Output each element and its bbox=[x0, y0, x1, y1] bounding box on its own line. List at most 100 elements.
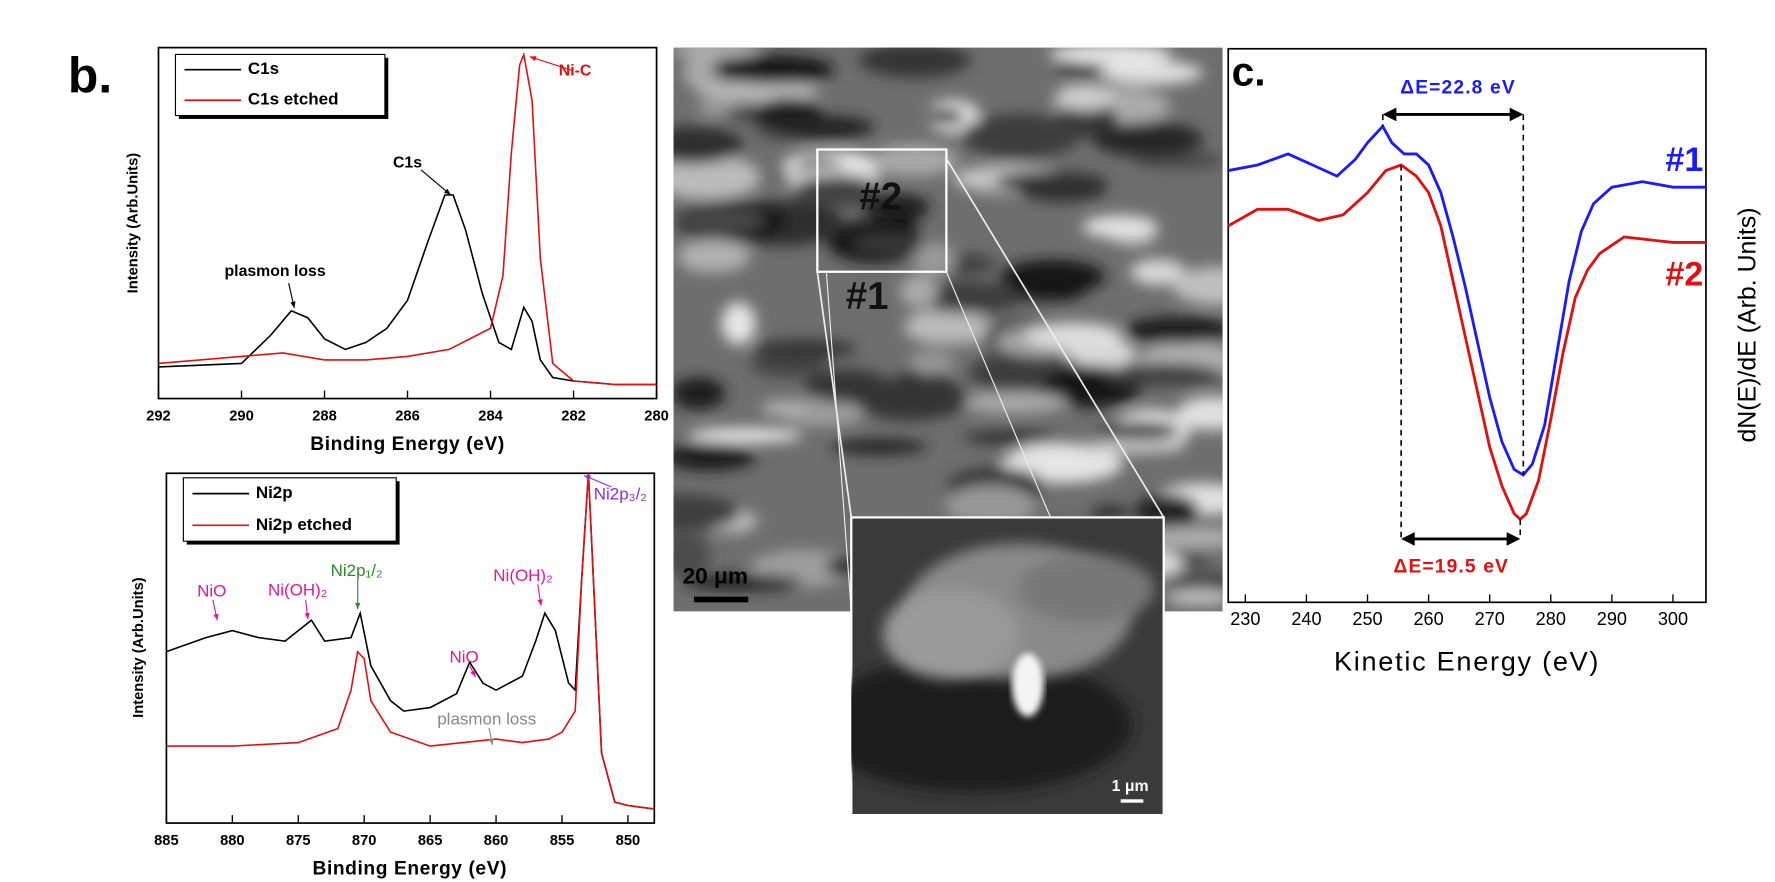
x-tick-label: 280 bbox=[1536, 609, 1566, 629]
sem-blob bbox=[830, 439, 927, 454]
panel-label: b. bbox=[68, 47, 112, 103]
x-tick-label: 860 bbox=[484, 833, 509, 849]
sem-blob bbox=[761, 401, 806, 416]
x-tick-label: 865 bbox=[418, 833, 443, 849]
x-tick-label: 292 bbox=[146, 409, 171, 425]
sem-blob bbox=[859, 43, 971, 77]
sem-blob bbox=[960, 392, 1068, 413]
sem-blob bbox=[963, 430, 1059, 445]
sem-blob bbox=[853, 377, 968, 421]
sem-blob bbox=[994, 171, 1108, 192]
sem-blob bbox=[670, 38, 760, 59]
legend-label: Ni2p bbox=[256, 483, 293, 502]
annotation: Ni2p₃/₂ bbox=[594, 484, 647, 503]
annotation: NiO bbox=[197, 582, 226, 601]
series-label: #1 bbox=[1666, 141, 1704, 179]
x-axis-label: Kinetic Energy (eV) bbox=[1334, 646, 1600, 677]
x-tick-label: 286 bbox=[395, 409, 420, 425]
x-tick-label: 290 bbox=[1597, 609, 1627, 629]
x-tick-label: 855 bbox=[550, 833, 575, 849]
inset-scale-label: 1 μm bbox=[1112, 778, 1149, 795]
scale-bar bbox=[694, 597, 748, 603]
x-tick-label: 230 bbox=[1230, 609, 1260, 629]
x-tick-label: 875 bbox=[286, 833, 311, 849]
inset-scale-bar bbox=[1121, 799, 1144, 802]
series-line bbox=[1228, 126, 1706, 475]
arrow-head bbox=[305, 613, 310, 620]
x-tick-label: 280 bbox=[644, 409, 669, 425]
sem-blob bbox=[753, 339, 857, 358]
sem-blob bbox=[904, 308, 989, 344]
region-label: #1 bbox=[846, 275, 889, 318]
x-tick-label: 282 bbox=[561, 409, 586, 425]
sem-blob bbox=[1000, 260, 1106, 294]
x-tick-label: 870 bbox=[352, 833, 377, 849]
sem-blob bbox=[671, 377, 725, 409]
x-tick-label: 850 bbox=[616, 833, 641, 849]
sem-blob bbox=[1124, 316, 1232, 343]
sem-blob bbox=[675, 207, 765, 234]
x-tick-label: 284 bbox=[478, 409, 503, 425]
x-tick-label: 270 bbox=[1475, 609, 1505, 629]
sem-blob bbox=[900, 276, 938, 308]
sem-image: #2 #1 20 μm 1 μm bbox=[623, 38, 1270, 815]
sem-blob bbox=[1055, 84, 1115, 110]
series-line bbox=[1228, 165, 1706, 519]
y-axis-label: dN(E)/dE (Arb. Units) bbox=[1734, 207, 1762, 442]
x-tick-label: 240 bbox=[1291, 609, 1321, 629]
sem-blob bbox=[1049, 44, 1173, 64]
sem-blob bbox=[772, 116, 875, 139]
annotation: plasmon loss bbox=[225, 263, 326, 280]
x-tick-label: 300 bbox=[1658, 609, 1688, 629]
annotation: Ni2p₁/₂ bbox=[331, 561, 383, 580]
series-label: #2 bbox=[1666, 255, 1704, 293]
sem-blob bbox=[1079, 440, 1185, 454]
annotation: ΔE=19.5 eV bbox=[1393, 556, 1509, 577]
arrow-head bbox=[530, 56, 537, 61]
sem-blob bbox=[688, 428, 803, 443]
x-tick-label: 288 bbox=[312, 409, 337, 425]
x-tick-label: 290 bbox=[229, 409, 254, 425]
sem-blob bbox=[663, 444, 756, 471]
sem-blob bbox=[883, 218, 917, 232]
sem-blob bbox=[852, 235, 922, 253]
y-axis-label: Intensity (Arb.Units) bbox=[125, 153, 141, 294]
sem-blob bbox=[721, 302, 755, 345]
figure: #2 #1 20 μm 1 μm 292 290 288 286 284 282 280 Bi… bbox=[0, 0, 1775, 882]
page: {"chart_data": [ {"type": "line", "panel… bbox=[0, 0, 1775, 882]
annotation: Ni(OH)₂ bbox=[493, 566, 552, 585]
arrow-head bbox=[290, 301, 295, 308]
sem-blob bbox=[712, 55, 835, 84]
sem-blob bbox=[1082, 215, 1158, 238]
plot-frame bbox=[1228, 49, 1706, 603]
arrow-head bbox=[489, 738, 494, 745]
x-tick-label: 260 bbox=[1413, 609, 1443, 629]
arrow-head bbox=[538, 599, 543, 606]
x-axis-label: Binding Energy (eV) bbox=[313, 859, 508, 880]
region-label: #2 bbox=[859, 175, 902, 218]
scale-bar-label: 20 μm bbox=[683, 563, 748, 588]
x-tick-label: 250 bbox=[1352, 609, 1382, 629]
x-tick-label: 880 bbox=[220, 833, 245, 849]
sem-blob bbox=[1172, 267, 1267, 305]
arrow-head bbox=[355, 603, 360, 609]
x-tick-label: 885 bbox=[154, 833, 179, 849]
annotation: C1s bbox=[393, 154, 422, 171]
sem-blob bbox=[1095, 421, 1180, 442]
panel-label: c. bbox=[1232, 49, 1266, 95]
sem-blob bbox=[1099, 61, 1203, 85]
sem-blob bbox=[925, 108, 965, 124]
sem-blob bbox=[1093, 122, 1204, 156]
annotation: Ni(OH)₂ bbox=[268, 580, 327, 599]
annotation: plasmon loss bbox=[437, 710, 536, 729]
annotation: Ni-C bbox=[559, 63, 592, 80]
sem-blob bbox=[961, 113, 1079, 158]
annotation: ΔE=22.8 eV bbox=[1400, 77, 1516, 98]
legend-label: C1s bbox=[248, 59, 279, 78]
annotation: NiO bbox=[450, 647, 479, 666]
sem-blob bbox=[677, 239, 750, 273]
sem-blob bbox=[908, 351, 955, 375]
y-axis-label: Intensity (Arb.Units) bbox=[131, 577, 147, 718]
legend-label: Ni2p etched bbox=[256, 515, 352, 534]
sem-blob bbox=[1102, 363, 1224, 386]
